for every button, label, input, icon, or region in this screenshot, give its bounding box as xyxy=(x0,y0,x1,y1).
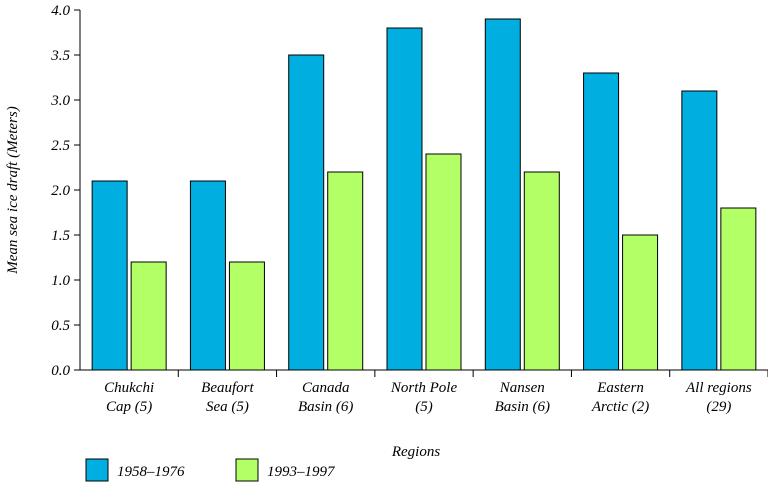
legend-label: 1993–1997 xyxy=(267,464,336,480)
x-tick-label: Beaufort xyxy=(201,380,254,396)
bar xyxy=(720,207,757,371)
x-tick-label: Eastern xyxy=(596,380,644,396)
y-tick-label: 2.0 xyxy=(51,183,70,199)
bar xyxy=(91,180,128,371)
bar xyxy=(228,261,265,371)
bar xyxy=(386,27,423,371)
bar xyxy=(130,261,167,371)
x-tick-label: Basin (6) xyxy=(495,399,550,415)
y-tick-label: 4.0 xyxy=(51,3,70,19)
x-axis: Chukchi Cap (5) Beaufort Sea (5) Canada Basin… xyxy=(80,369,768,415)
bar xyxy=(189,180,226,371)
x-tick-label: (5) xyxy=(415,399,433,415)
legend-label: 1958–1976 xyxy=(117,464,185,480)
x-tick-label: Sea (5) xyxy=(206,399,249,415)
legend-swatch xyxy=(235,458,259,482)
y-tick-label: 0.0 xyxy=(51,363,70,379)
legend: 1958–1976 1993–1997 xyxy=(85,458,336,482)
x-axis-title: Regions xyxy=(391,444,440,460)
bar xyxy=(484,18,521,371)
bar xyxy=(425,153,462,371)
x-tick-label: All regions xyxy=(685,380,752,396)
x-tick-label: Nansen xyxy=(499,380,545,396)
bar xyxy=(288,54,325,371)
x-tick-label: Basin (6) xyxy=(298,399,353,415)
y-tick-label: 1.0 xyxy=(51,273,70,289)
y-tick-label: 0.5 xyxy=(51,318,70,334)
bar xyxy=(327,171,364,371)
x-tick-label: Canada xyxy=(302,380,350,396)
x-tick-label: North Pole xyxy=(390,380,458,396)
y-axis-title: Mean sea ice draft (Meters) xyxy=(5,106,21,274)
x-tick-label: Cap (5) xyxy=(106,399,152,415)
bar xyxy=(622,234,659,371)
x-tick-label: Chukchi xyxy=(104,380,154,396)
y-axis: 0.0 0.5 1.0 1.5 2.0 2.5 3.0 3.5 4.0 xyxy=(50,3,81,379)
x-tick-label: (29) xyxy=(706,399,731,415)
y-tick-label: 1.5 xyxy=(51,228,70,244)
bar xyxy=(681,90,718,371)
y-tick-label: 2.5 xyxy=(51,138,70,154)
y-tick-label: 3.0 xyxy=(50,93,70,109)
y-tick-label: 3.5 xyxy=(50,48,70,64)
legend-swatch xyxy=(85,458,109,482)
bar xyxy=(523,171,560,371)
bar xyxy=(583,72,620,371)
bars xyxy=(91,18,757,371)
x-tick-label: Arctic (2) xyxy=(591,399,649,415)
